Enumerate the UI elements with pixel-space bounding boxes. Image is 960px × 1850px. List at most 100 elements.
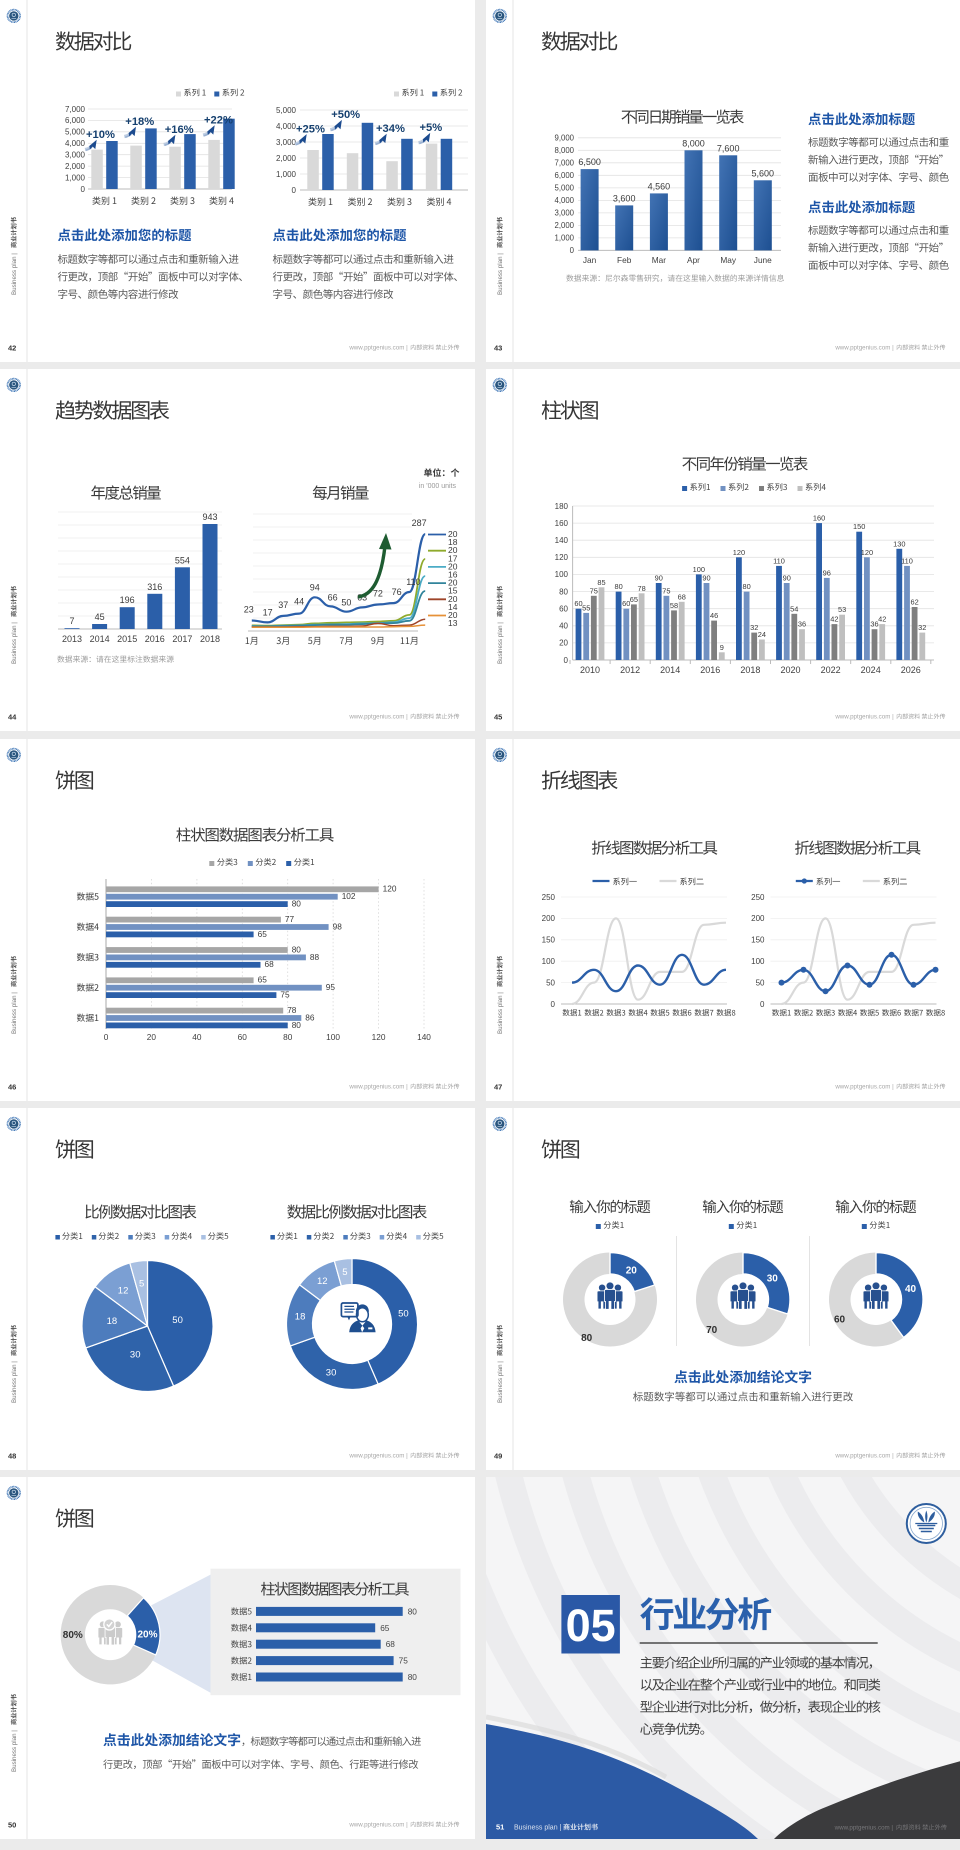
svg-text:120: 120 (860, 548, 872, 557)
svg-text:4,000: 4,000 (554, 196, 574, 205)
svg-text:80: 80 (581, 1333, 593, 1344)
svg-text:42: 42 (8, 344, 16, 353)
svg-text:30: 30 (766, 1274, 778, 1285)
svg-text:2010: 2010 (579, 665, 599, 675)
svg-text:90: 90 (782, 574, 790, 583)
svg-text:2016: 2016 (700, 665, 720, 675)
svg-text:2020: 2020 (780, 665, 800, 675)
svg-text:2,000: 2,000 (276, 154, 297, 163)
svg-text:5,000: 5,000 (276, 106, 297, 115)
svg-text:46: 46 (8, 1083, 16, 1092)
svg-text:150: 150 (541, 936, 555, 945)
svg-text:16: 16 (448, 570, 458, 580)
svg-text:5,000: 5,000 (554, 184, 574, 193)
svg-text:98: 98 (333, 921, 343, 931)
svg-text:96: 96 (822, 568, 830, 577)
svg-text:8,000: 8,000 (682, 138, 705, 148)
svg-text:+18%: +18% (125, 116, 154, 128)
svg-text:7,000: 7,000 (65, 105, 86, 114)
svg-text:150: 150 (751, 936, 765, 945)
svg-text:5,600: 5,600 (751, 168, 774, 178)
svg-text:90: 90 (654, 574, 662, 583)
svg-text:58: 58 (669, 601, 677, 610)
svg-text:Business plan |: Business plan | (11, 1359, 18, 1403)
svg-text:40: 40 (559, 622, 568, 631)
svg-text:180: 180 (554, 502, 568, 511)
svg-text:0: 0 (81, 185, 86, 194)
svg-text:140: 140 (417, 1032, 431, 1042)
svg-text:0: 0 (563, 656, 568, 665)
svg-text:14: 14 (448, 602, 458, 612)
svg-text:51: 51 (496, 1823, 504, 1832)
svg-text:48: 48 (8, 1452, 16, 1461)
svg-text:32: 32 (750, 623, 758, 632)
svg-text:0: 0 (292, 186, 297, 195)
svg-text:50: 50 (755, 978, 764, 987)
svg-text:www.pptgenius.com |: www.pptgenius.com | (348, 345, 408, 352)
svg-text:80: 80 (292, 899, 302, 909)
svg-text:316: 316 (147, 582, 162, 592)
svg-text:55: 55 (582, 603, 590, 612)
svg-text:May: May (720, 255, 737, 265)
svg-text:www.pptgenius.com |: www.pptgenius.com | (348, 714, 408, 721)
svg-text:8,000: 8,000 (554, 146, 574, 155)
svg-text:20: 20 (448, 545, 458, 555)
svg-text:140: 140 (554, 536, 568, 545)
svg-text:in '000 units: in '000 units (419, 483, 457, 490)
svg-text:78: 78 (637, 584, 645, 593)
svg-text:Jan: Jan (582, 255, 596, 265)
svg-text:Business plan |: Business plan | (497, 1359, 504, 1403)
svg-text:24: 24 (757, 630, 765, 639)
svg-text:200: 200 (541, 914, 555, 923)
svg-text:60: 60 (574, 599, 582, 608)
svg-text:75: 75 (662, 586, 670, 595)
svg-text:100: 100 (692, 565, 704, 574)
svg-text:130: 130 (893, 539, 905, 548)
svg-text:43: 43 (494, 344, 502, 353)
svg-text:6,500: 6,500 (578, 157, 601, 167)
svg-text:www.pptgenius.com |: www.pptgenius.com | (834, 1084, 894, 1091)
svg-text:17: 17 (448, 553, 458, 563)
svg-text:68: 68 (677, 592, 685, 601)
svg-text:17: 17 (263, 607, 273, 617)
svg-text:4,000: 4,000 (276, 122, 297, 131)
svg-text:1,000: 1,000 (554, 234, 574, 243)
svg-text:53: 53 (837, 605, 845, 614)
svg-text:5: 5 (342, 1267, 347, 1278)
svg-text:Business plan |: Business plan | (497, 990, 504, 1034)
svg-text:7: 7 (69, 616, 74, 626)
svg-text:75: 75 (280, 990, 290, 1000)
svg-text:68: 68 (265, 959, 275, 969)
svg-text:20%: 20% (137, 1630, 157, 1641)
svg-text:Business plan |: Business plan | (11, 1728, 18, 1772)
svg-text:Business plan |: Business plan | (11, 990, 18, 1034)
svg-text:100: 100 (326, 1032, 340, 1042)
svg-text:80: 80 (292, 1020, 302, 1030)
svg-text:13: 13 (448, 618, 458, 628)
svg-text:20: 20 (147, 1032, 157, 1042)
svg-text:2018: 2018 (200, 634, 220, 644)
svg-text:36: 36 (870, 620, 878, 629)
svg-text:42: 42 (878, 615, 886, 624)
svg-text:72: 72 (373, 589, 383, 599)
svg-text:2,000: 2,000 (554, 221, 574, 230)
svg-text:120: 120 (372, 1032, 386, 1042)
svg-text:102: 102 (342, 891, 356, 901)
svg-text:110: 110 (406, 577, 420, 587)
svg-text:2018: 2018 (740, 665, 760, 675)
svg-text:50: 50 (398, 1309, 409, 1320)
svg-text:50: 50 (172, 1315, 183, 1326)
svg-text:+16%: +16% (165, 124, 194, 136)
svg-text:4,000: 4,000 (65, 139, 86, 148)
svg-text:2022: 2022 (820, 665, 840, 675)
svg-text:20: 20 (625, 1266, 637, 1277)
svg-text:77: 77 (285, 914, 295, 924)
svg-text:2017: 2017 (172, 634, 192, 644)
svg-text:44: 44 (8, 713, 17, 722)
svg-text:2012: 2012 (620, 665, 640, 675)
svg-text:110: 110 (773, 556, 785, 565)
svg-text:June: June (753, 255, 771, 265)
svg-text:94: 94 (310, 582, 320, 592)
svg-text:Feb: Feb (617, 255, 632, 265)
svg-text:0: 0 (569, 246, 574, 255)
